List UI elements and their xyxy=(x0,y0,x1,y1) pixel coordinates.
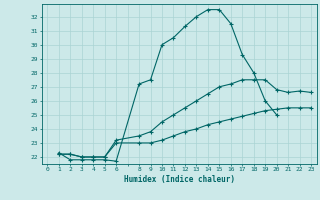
X-axis label: Humidex (Indice chaleur): Humidex (Indice chaleur) xyxy=(124,175,235,184)
